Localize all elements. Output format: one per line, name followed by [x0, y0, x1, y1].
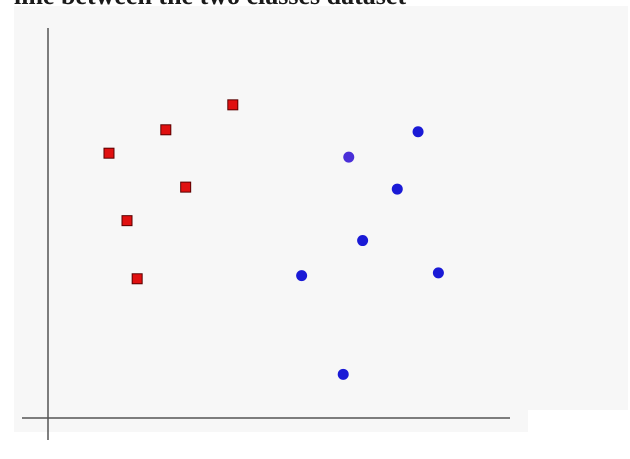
data-marks [103, 99, 444, 380]
blue-circle-point [432, 267, 444, 279]
blue-circle-point [391, 183, 403, 195]
blue-circle-point [343, 151, 355, 163]
axes [22, 28, 510, 440]
red-square-point [121, 215, 133, 227]
red-square-point [103, 147, 115, 159]
blue-circle-point [296, 270, 308, 282]
red-square-point [180, 181, 192, 193]
red-square-point [160, 124, 172, 136]
caption-text: line between the two classes dataset [14, 0, 406, 11]
red-square-point [227, 99, 239, 111]
plot-background [14, 6, 628, 410]
red-square-point [131, 273, 143, 285]
blue-circle-point [412, 126, 424, 138]
blue-circle-point [357, 235, 369, 247]
plot-background-lower [14, 410, 528, 432]
blue-circle-point [337, 368, 349, 380]
